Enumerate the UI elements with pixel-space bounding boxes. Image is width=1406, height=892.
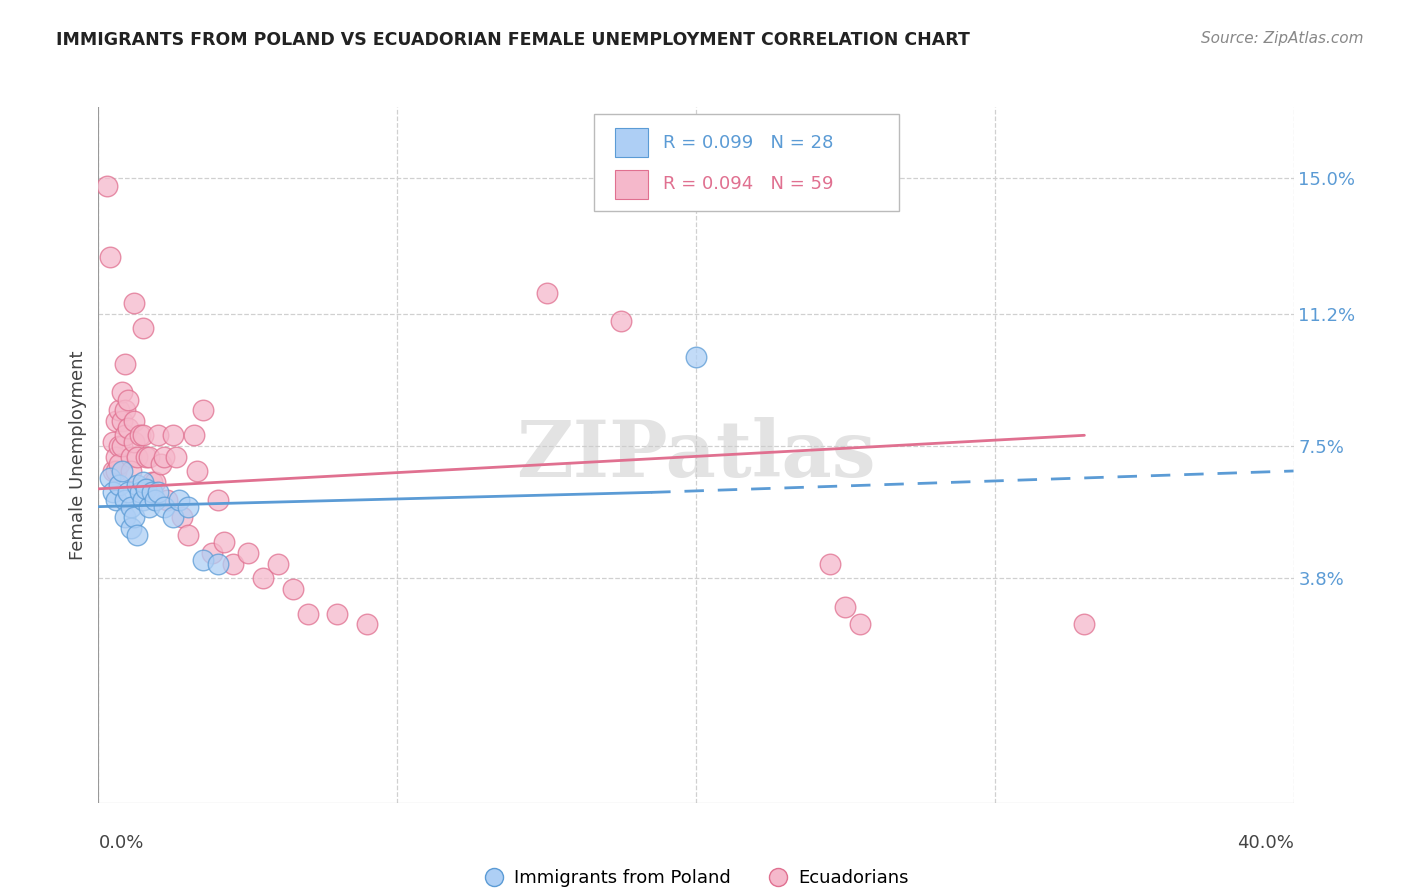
Point	[108, 457, 131, 471]
Point	[849, 617, 872, 632]
Point	[148, 428, 170, 442]
Point	[105, 492, 128, 507]
Point	[127, 450, 149, 464]
Point	[252, 571, 274, 585]
Point	[177, 528, 200, 542]
Point	[111, 414, 134, 428]
Point	[105, 464, 128, 478]
Point	[138, 450, 160, 464]
Point	[610, 314, 633, 328]
Point	[105, 414, 128, 428]
Text: R = 0.094   N = 59: R = 0.094 N = 59	[662, 175, 832, 194]
Point	[105, 450, 128, 464]
Text: R = 0.099   N = 28: R = 0.099 N = 28	[662, 134, 832, 152]
Point	[124, 414, 146, 428]
Point	[177, 500, 200, 514]
Point	[120, 464, 142, 478]
Point	[141, 485, 163, 500]
Point	[114, 510, 136, 524]
Point	[96, 178, 118, 193]
Point	[191, 553, 214, 567]
Point	[117, 421, 139, 435]
Point	[135, 450, 157, 464]
Point	[165, 450, 187, 464]
Point	[103, 435, 125, 450]
Point	[127, 528, 149, 542]
Point	[167, 492, 190, 507]
Point	[356, 617, 378, 632]
Point	[114, 428, 136, 442]
Point	[114, 492, 136, 507]
Point	[153, 500, 176, 514]
Point	[162, 510, 184, 524]
Point	[186, 464, 208, 478]
Point	[111, 385, 134, 400]
Text: Source: ZipAtlas.com: Source: ZipAtlas.com	[1201, 31, 1364, 46]
Point	[201, 546, 224, 560]
Point	[124, 435, 146, 450]
Point	[117, 485, 139, 500]
FancyBboxPatch shape	[595, 114, 900, 211]
Point	[685, 350, 707, 364]
Point	[129, 485, 152, 500]
Point	[114, 357, 136, 371]
Point	[207, 492, 229, 507]
Point	[138, 500, 160, 514]
Point	[143, 492, 166, 507]
Point	[135, 482, 157, 496]
Point	[132, 321, 155, 335]
Point	[1073, 617, 1095, 632]
Point	[132, 475, 155, 489]
Point	[129, 428, 152, 442]
Point	[153, 450, 176, 464]
Point	[108, 478, 131, 492]
Point	[108, 439, 131, 453]
Text: 0.0%: 0.0%	[98, 834, 143, 852]
Point	[150, 457, 173, 471]
Point	[326, 607, 349, 621]
Point	[820, 557, 842, 571]
Point	[108, 403, 131, 417]
Point	[183, 428, 205, 442]
Point	[124, 510, 146, 524]
Point	[100, 471, 122, 485]
Point	[222, 557, 245, 571]
Point	[141, 475, 163, 489]
Point	[143, 475, 166, 489]
Point	[127, 478, 149, 492]
Point	[120, 521, 142, 535]
Point	[114, 403, 136, 417]
Point	[267, 557, 290, 571]
Point	[124, 296, 146, 310]
Point	[117, 392, 139, 407]
Point	[111, 464, 134, 478]
Point	[207, 557, 229, 571]
Point	[132, 492, 155, 507]
Point	[103, 464, 125, 478]
Point	[162, 428, 184, 442]
Point	[212, 535, 235, 549]
Point	[172, 510, 194, 524]
Point	[536, 285, 558, 300]
Point	[281, 582, 304, 596]
Point	[236, 546, 259, 560]
Point	[120, 500, 142, 514]
Point	[120, 450, 142, 464]
Point	[111, 439, 134, 453]
Legend: Immigrants from Poland, Ecuadorians: Immigrants from Poland, Ecuadorians	[477, 863, 915, 892]
Point	[191, 403, 214, 417]
Point	[100, 250, 122, 264]
FancyBboxPatch shape	[614, 128, 648, 157]
Point	[132, 428, 155, 442]
Text: ZIPatlas: ZIPatlas	[516, 417, 876, 493]
Text: 40.0%: 40.0%	[1237, 834, 1294, 852]
Point	[834, 599, 856, 614]
Point	[103, 485, 125, 500]
Point	[297, 607, 319, 621]
Text: IMMIGRANTS FROM POLAND VS ECUADORIAN FEMALE UNEMPLOYMENT CORRELATION CHART: IMMIGRANTS FROM POLAND VS ECUADORIAN FEM…	[56, 31, 970, 49]
FancyBboxPatch shape	[614, 169, 648, 199]
Point	[156, 492, 179, 507]
Point	[148, 485, 170, 500]
Y-axis label: Female Unemployment: Female Unemployment	[69, 351, 87, 559]
